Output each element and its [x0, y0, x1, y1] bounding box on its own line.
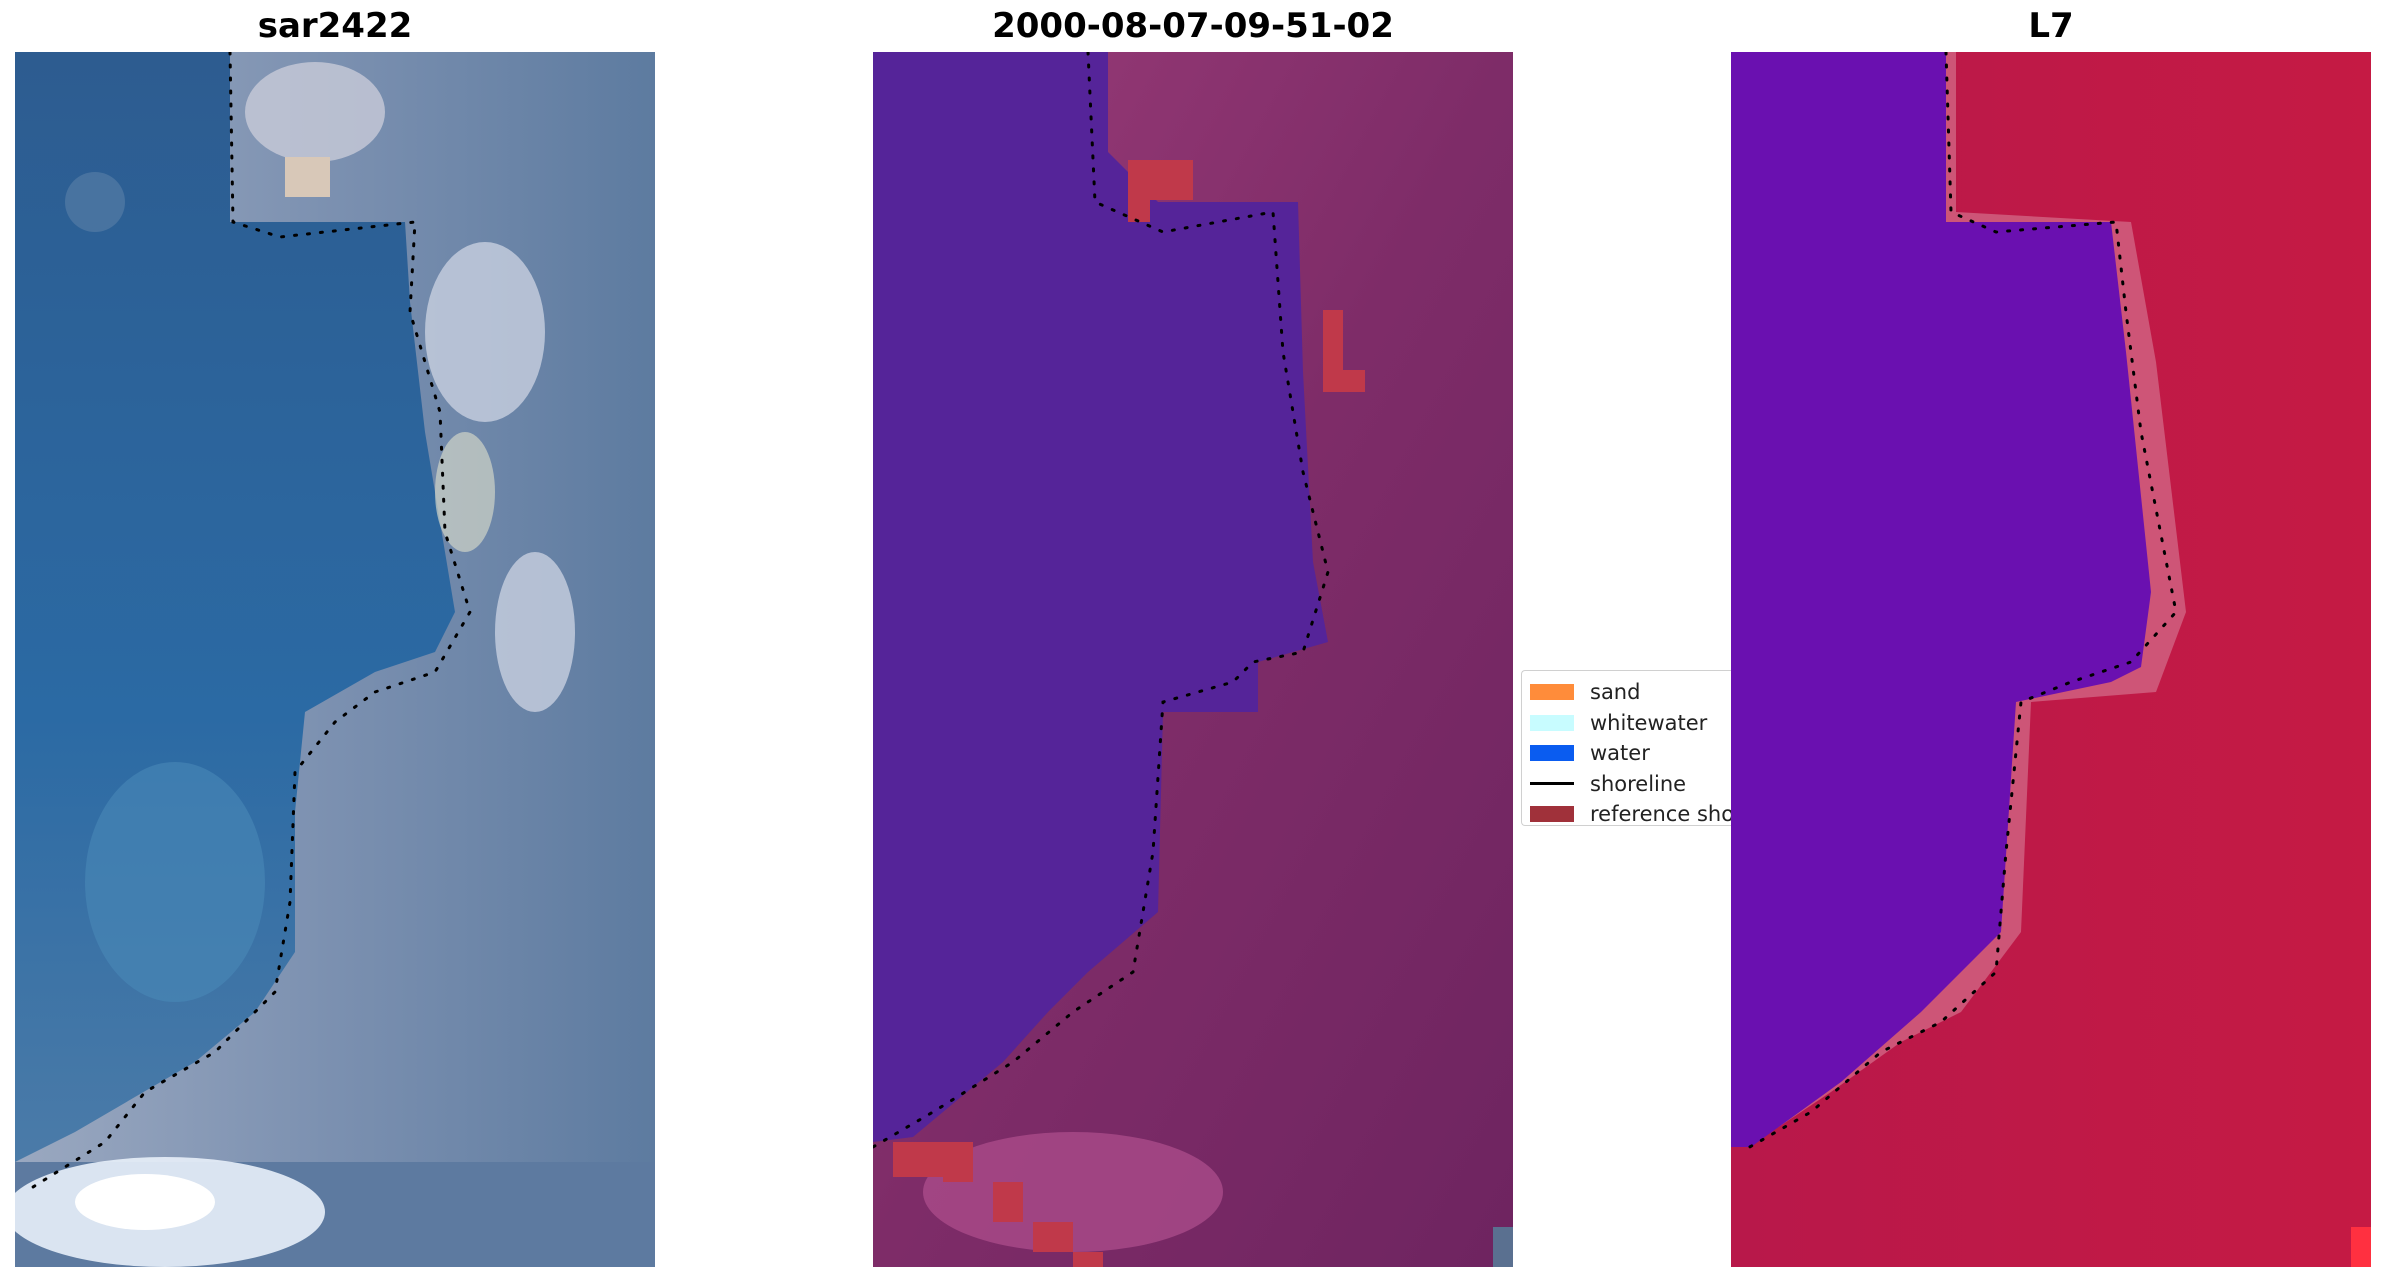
legend: sand whitewater water shoreline referenc… — [1521, 670, 1731, 826]
legend-label: sand — [1590, 680, 1641, 705]
classified-image-panel — [873, 52, 1513, 1267]
water-swatch — [1530, 745, 1574, 762]
legend-label: reference shoreline — [1590, 802, 1731, 826]
rgb-image-panel — [15, 52, 655, 1267]
whitewater-swatch — [1530, 714, 1574, 731]
index-image-panel — [1731, 52, 2371, 1267]
legend-label: whitewater — [1590, 710, 1708, 735]
legend-label: water — [1590, 741, 1650, 766]
sand-swatch — [1530, 684, 1574, 701]
legend-item-sand: sand — [1530, 677, 1731, 708]
title-classified: 2000-08-07-09-51-02 — [992, 6, 1394, 46]
title-index: L7 — [2028, 6, 2074, 46]
rgb-image — [15, 52, 655, 1267]
title-rgb: sar2422 — [257, 6, 413, 46]
legend-item-water: water — [1530, 738, 1731, 769]
index-image — [1731, 52, 2371, 1267]
legend-label: shoreline — [1590, 771, 1687, 796]
reference-shoreline-swatch — [1530, 806, 1574, 823]
classified-image — [873, 52, 1513, 1267]
legend-item-shoreline: shoreline — [1530, 769, 1731, 800]
legend-item-whitewater: whitewater — [1530, 708, 1731, 739]
shoreline-line-swatch — [1530, 782, 1574, 786]
legend-item-reference-shoreline: reference shoreline — [1530, 799, 1731, 826]
